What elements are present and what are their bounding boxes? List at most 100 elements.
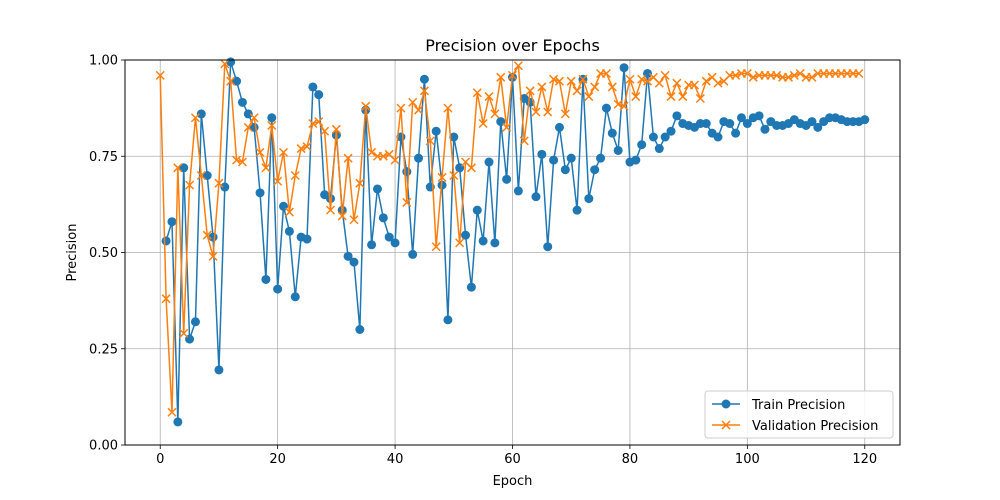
series-layer [155, 57, 870, 427]
data-point-validation [601, 68, 611, 79]
data-point-train [349, 257, 359, 267]
data-point-validation [590, 82, 600, 92]
data-point-train [590, 165, 600, 175]
data-point-validation [783, 72, 793, 82]
data-point-validation [472, 88, 482, 98]
data-point-train [273, 284, 283, 294]
data-point-train [384, 232, 394, 242]
data-point-validation [672, 78, 682, 88]
data-point-validation [502, 122, 512, 132]
data-point-validation [713, 78, 723, 88]
data-point-validation [402, 197, 412, 207]
data-point-train [343, 251, 353, 261]
data-point-train [760, 124, 770, 134]
data-point-train [419, 74, 429, 84]
data-point-train [443, 315, 453, 325]
data-point-train [672, 111, 682, 121]
data-point-validation [308, 118, 318, 129]
data-point-validation [549, 74, 559, 84]
data-point-train [161, 236, 171, 246]
data-point-train [807, 117, 817, 127]
data-point-validation [431, 242, 441, 252]
chart-title: Precision over Epochs [425, 36, 600, 55]
data-point-validation [325, 205, 336, 215]
data-point-validation [449, 170, 459, 181]
data-point-validation [443, 103, 453, 113]
data-point-validation [554, 76, 565, 86]
data-point-train [531, 192, 541, 202]
data-point-validation [531, 107, 541, 117]
legend-label-train: Train Precision [751, 398, 845, 413]
data-point-train [308, 82, 318, 92]
y-tick-label: 0.00 [89, 439, 118, 454]
data-point-validation [643, 76, 653, 86]
data-point-train [813, 122, 823, 132]
data-point-train [648, 132, 658, 142]
data-point-validation [490, 109, 500, 119]
data-point-train [472, 205, 482, 215]
data-point-train [355, 325, 365, 334]
data-point-train [255, 188, 265, 198]
data-point-train [601, 103, 611, 113]
data-point-train [654, 144, 664, 154]
data-point-train [572, 205, 582, 215]
data-point-validation [167, 407, 177, 417]
data-point-validation [361, 101, 371, 111]
data-point-train [390, 238, 400, 248]
data-point-train [631, 155, 641, 165]
data-point-validation [631, 92, 641, 102]
data-point-train [502, 174, 512, 184]
data-point-train [284, 226, 294, 236]
data-point-train [325, 194, 335, 204]
data-point-validation [278, 147, 289, 157]
data-point-train [554, 122, 564, 132]
data-point-validation [296, 144, 306, 154]
data-point-validation [261, 163, 271, 173]
data-point-validation [173, 163, 183, 173]
data-point-validation [425, 136, 435, 146]
data-point-train [537, 149, 547, 159]
data-point-validation [666, 92, 676, 102]
data-point-validation [537, 82, 547, 92]
data-point-train [701, 119, 711, 129]
data-point-train [560, 165, 570, 175]
data-point-train [484, 157, 494, 167]
data-point-validation [331, 124, 341, 134]
data-point-train [167, 217, 177, 227]
data-point-train [513, 186, 523, 196]
data-point-train [408, 249, 418, 259]
data-point-train [731, 128, 741, 138]
data-point-train [613, 145, 623, 155]
data-point-train [378, 213, 388, 223]
legend-marker-validation [721, 420, 731, 430]
data-point-train [173, 417, 183, 427]
data-point-validation [560, 109, 570, 119]
data-point-validation [795, 68, 805, 79]
data-point-train [596, 153, 606, 163]
data-point-validation [731, 70, 741, 80]
data-point-train [725, 119, 735, 129]
data-point-validation [689, 80, 700, 90]
data-point-validation [437, 172, 447, 182]
y-axis-label: Precision [65, 223, 80, 281]
axis-ticks: 0 20 40 60 80 100 120 0.00 0.25 0.50 0.75 1.00 [89, 54, 877, 468]
data-point-validation [249, 113, 259, 123]
x-axis-label: Epoch [493, 474, 533, 489]
x-tick-label: 120 [852, 452, 877, 467]
data-point-train [372, 184, 382, 194]
data-point-validation [185, 180, 195, 190]
data-point-train [490, 238, 500, 248]
data-point-train [666, 126, 676, 136]
data-point-validation [613, 99, 623, 109]
data-point-validation [214, 178, 224, 188]
data-point-validation [378, 151, 388, 161]
data-point-train [754, 111, 764, 121]
data-point-train [566, 153, 576, 163]
data-point-validation [748, 72, 758, 82]
series-train [161, 57, 870, 427]
data-point-validation [302, 142, 312, 152]
data-point-validation [584, 92, 594, 102]
data-point-validation [314, 117, 324, 127]
data-point-validation [273, 176, 283, 186]
